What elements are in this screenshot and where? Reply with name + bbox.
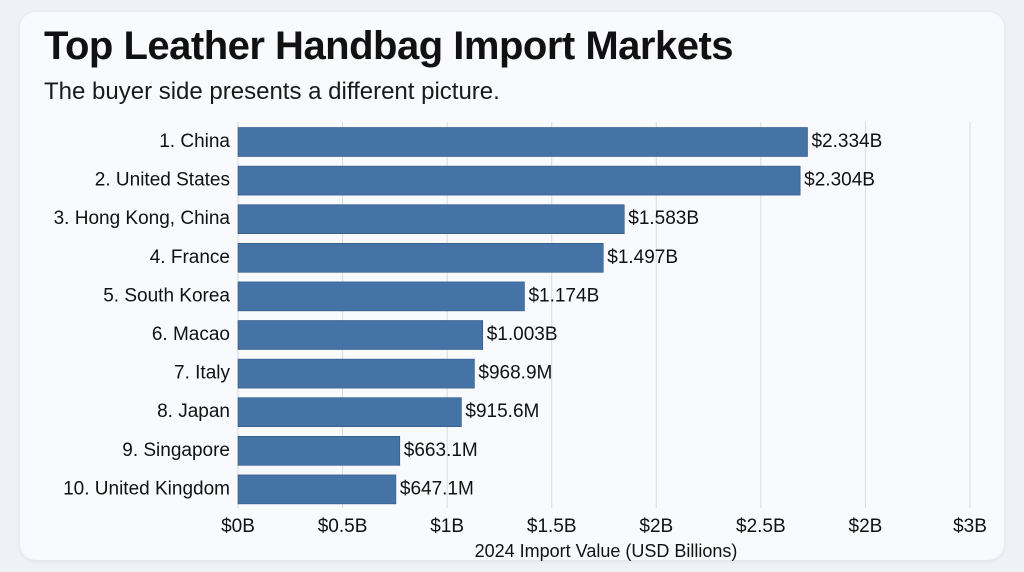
value-label: $1.583B — [628, 208, 699, 229]
category-labels: 1. China 2. United States 3. Hong Kong, Ch… — [54, 131, 231, 499]
value-label: $663.1M — [404, 440, 478, 461]
value-label: $915.6M — [465, 401, 539, 422]
x-axis-label: 2024 Import Value (USD Billions) — [475, 541, 738, 561]
value-labels: $2.334B $2.304B $1.583B $1.497B $1.174B $1.00… — [400, 131, 882, 499]
x-tick-label: $0B — [221, 516, 255, 537]
category-label: 9. Singapore — [122, 440, 230, 461]
bar — [237, 474, 397, 505]
bar — [237, 204, 625, 234]
x-tick-label: $0.5B — [318, 516, 368, 537]
x-tick-label: $2B — [849, 516, 883, 537]
bar — [237, 435, 401, 466]
category-label: 10. United Kingdom — [63, 478, 230, 499]
bars — [237, 127, 808, 505]
category-label: 5. South Korea — [103, 285, 230, 306]
category-label: 2. United States — [95, 170, 230, 191]
x-tick-label: $3B — [953, 516, 987, 537]
category-label: 6. Macao — [152, 324, 230, 345]
value-label: $1.174B — [528, 285, 599, 306]
value-label: $1.497B — [607, 247, 678, 268]
category-label: 8. Japan — [157, 401, 230, 422]
value-label: $647.1M — [400, 478, 474, 499]
x-tick-label: $2B — [639, 516, 673, 537]
category-label: 1. China — [159, 131, 230, 152]
category-label: 7. Italy — [174, 363, 230, 384]
category-label: 4. France — [150, 247, 230, 268]
chart-subtitle: The buyer side presents a different pict… — [44, 78, 500, 105]
bar — [237, 320, 484, 350]
bar — [237, 281, 525, 312]
x-tick-label: $1B — [430, 516, 464, 537]
bar — [237, 243, 604, 273]
bar — [237, 127, 808, 157]
x-tick-label: $1.5B — [527, 516, 577, 537]
x-tick-label: $2.5B — [736, 516, 786, 537]
bar — [237, 358, 475, 389]
chart-title: Top Leather Handbag Import Markets — [44, 24, 734, 68]
value-label: $1.003B — [487, 324, 558, 345]
x-axis-ticks: $0B $0.5B $1B $1.5B $2B $2.5B $2B $3B — [221, 516, 987, 537]
value-label: $2.304B — [804, 170, 875, 191]
value-label: $968.9M — [478, 363, 552, 384]
bar — [237, 165, 801, 196]
bar — [237, 397, 462, 428]
category-label: 3. Hong Kong, China — [54, 208, 231, 229]
value-label: $2.334B — [811, 131, 882, 152]
